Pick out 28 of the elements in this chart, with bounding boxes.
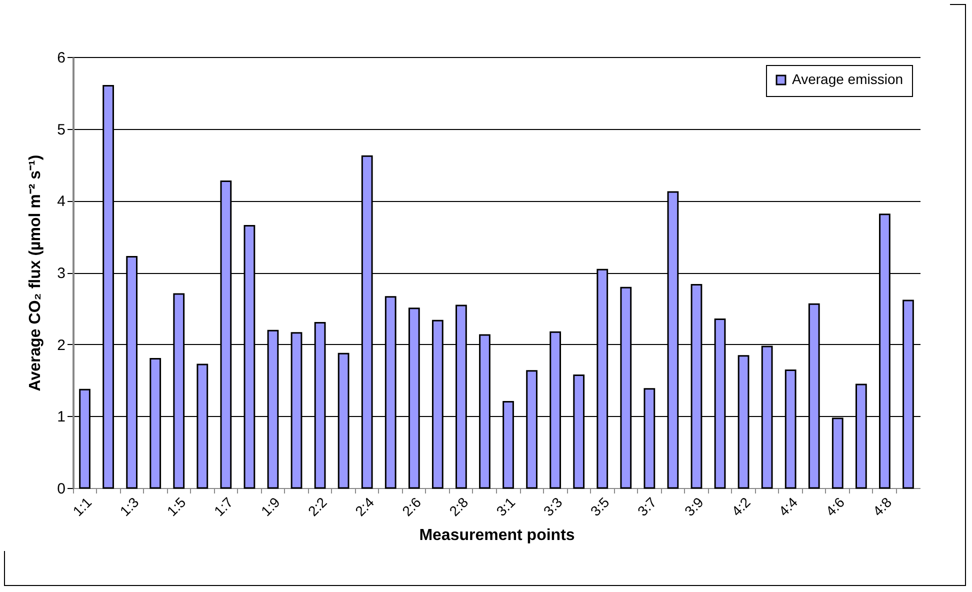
x-tick-label: 4:4 — [775, 494, 801, 520]
x-tick-label: 1:9 — [258, 494, 284, 520]
x-tick-label: 2:2 — [304, 494, 330, 520]
y-tick-label: 1 — [57, 408, 66, 426]
x-tick-label: 2:6 — [398, 494, 424, 520]
x-tick-label: 1:1 — [70, 494, 95, 520]
x-tick-label: 1:7 — [210, 494, 236, 520]
x-tick-label: 4:2 — [728, 494, 754, 520]
y-tick-label: 4 — [57, 193, 66, 210]
legend-label: Average emission — [792, 71, 904, 87]
x-tick-label: 3:9 — [681, 494, 707, 520]
y-axis-title: Average CO₂ flux (µmol m⁻² s⁻¹) — [27, 154, 44, 392]
x-tick-label: 1:3 — [116, 494, 142, 520]
x-tick-label: 3:7 — [634, 494, 660, 520]
y-tick-label: 3 — [57, 265, 66, 282]
x-tick-label: 4:8 — [870, 494, 895, 520]
x-tick-label: 2:8 — [446, 494, 472, 520]
y-tick-label: 6 — [57, 50, 66, 66]
x-tick-label: 2:4 — [352, 494, 378, 520]
y-tick-label: 0 — [57, 480, 66, 498]
x-axis-title: Measurement points — [419, 527, 575, 544]
x-tick-label: 1:5 — [164, 494, 189, 520]
y-tick-label: 5 — [57, 121, 66, 138]
x-tick-label: 3:5 — [587, 494, 612, 520]
y-tick-label: 2 — [57, 336, 66, 354]
x-tick-label: 4:6 — [822, 494, 848, 520]
x-tick-label: 3:1 — [493, 494, 518, 520]
x-tick-label: 3:3 — [540, 494, 566, 520]
